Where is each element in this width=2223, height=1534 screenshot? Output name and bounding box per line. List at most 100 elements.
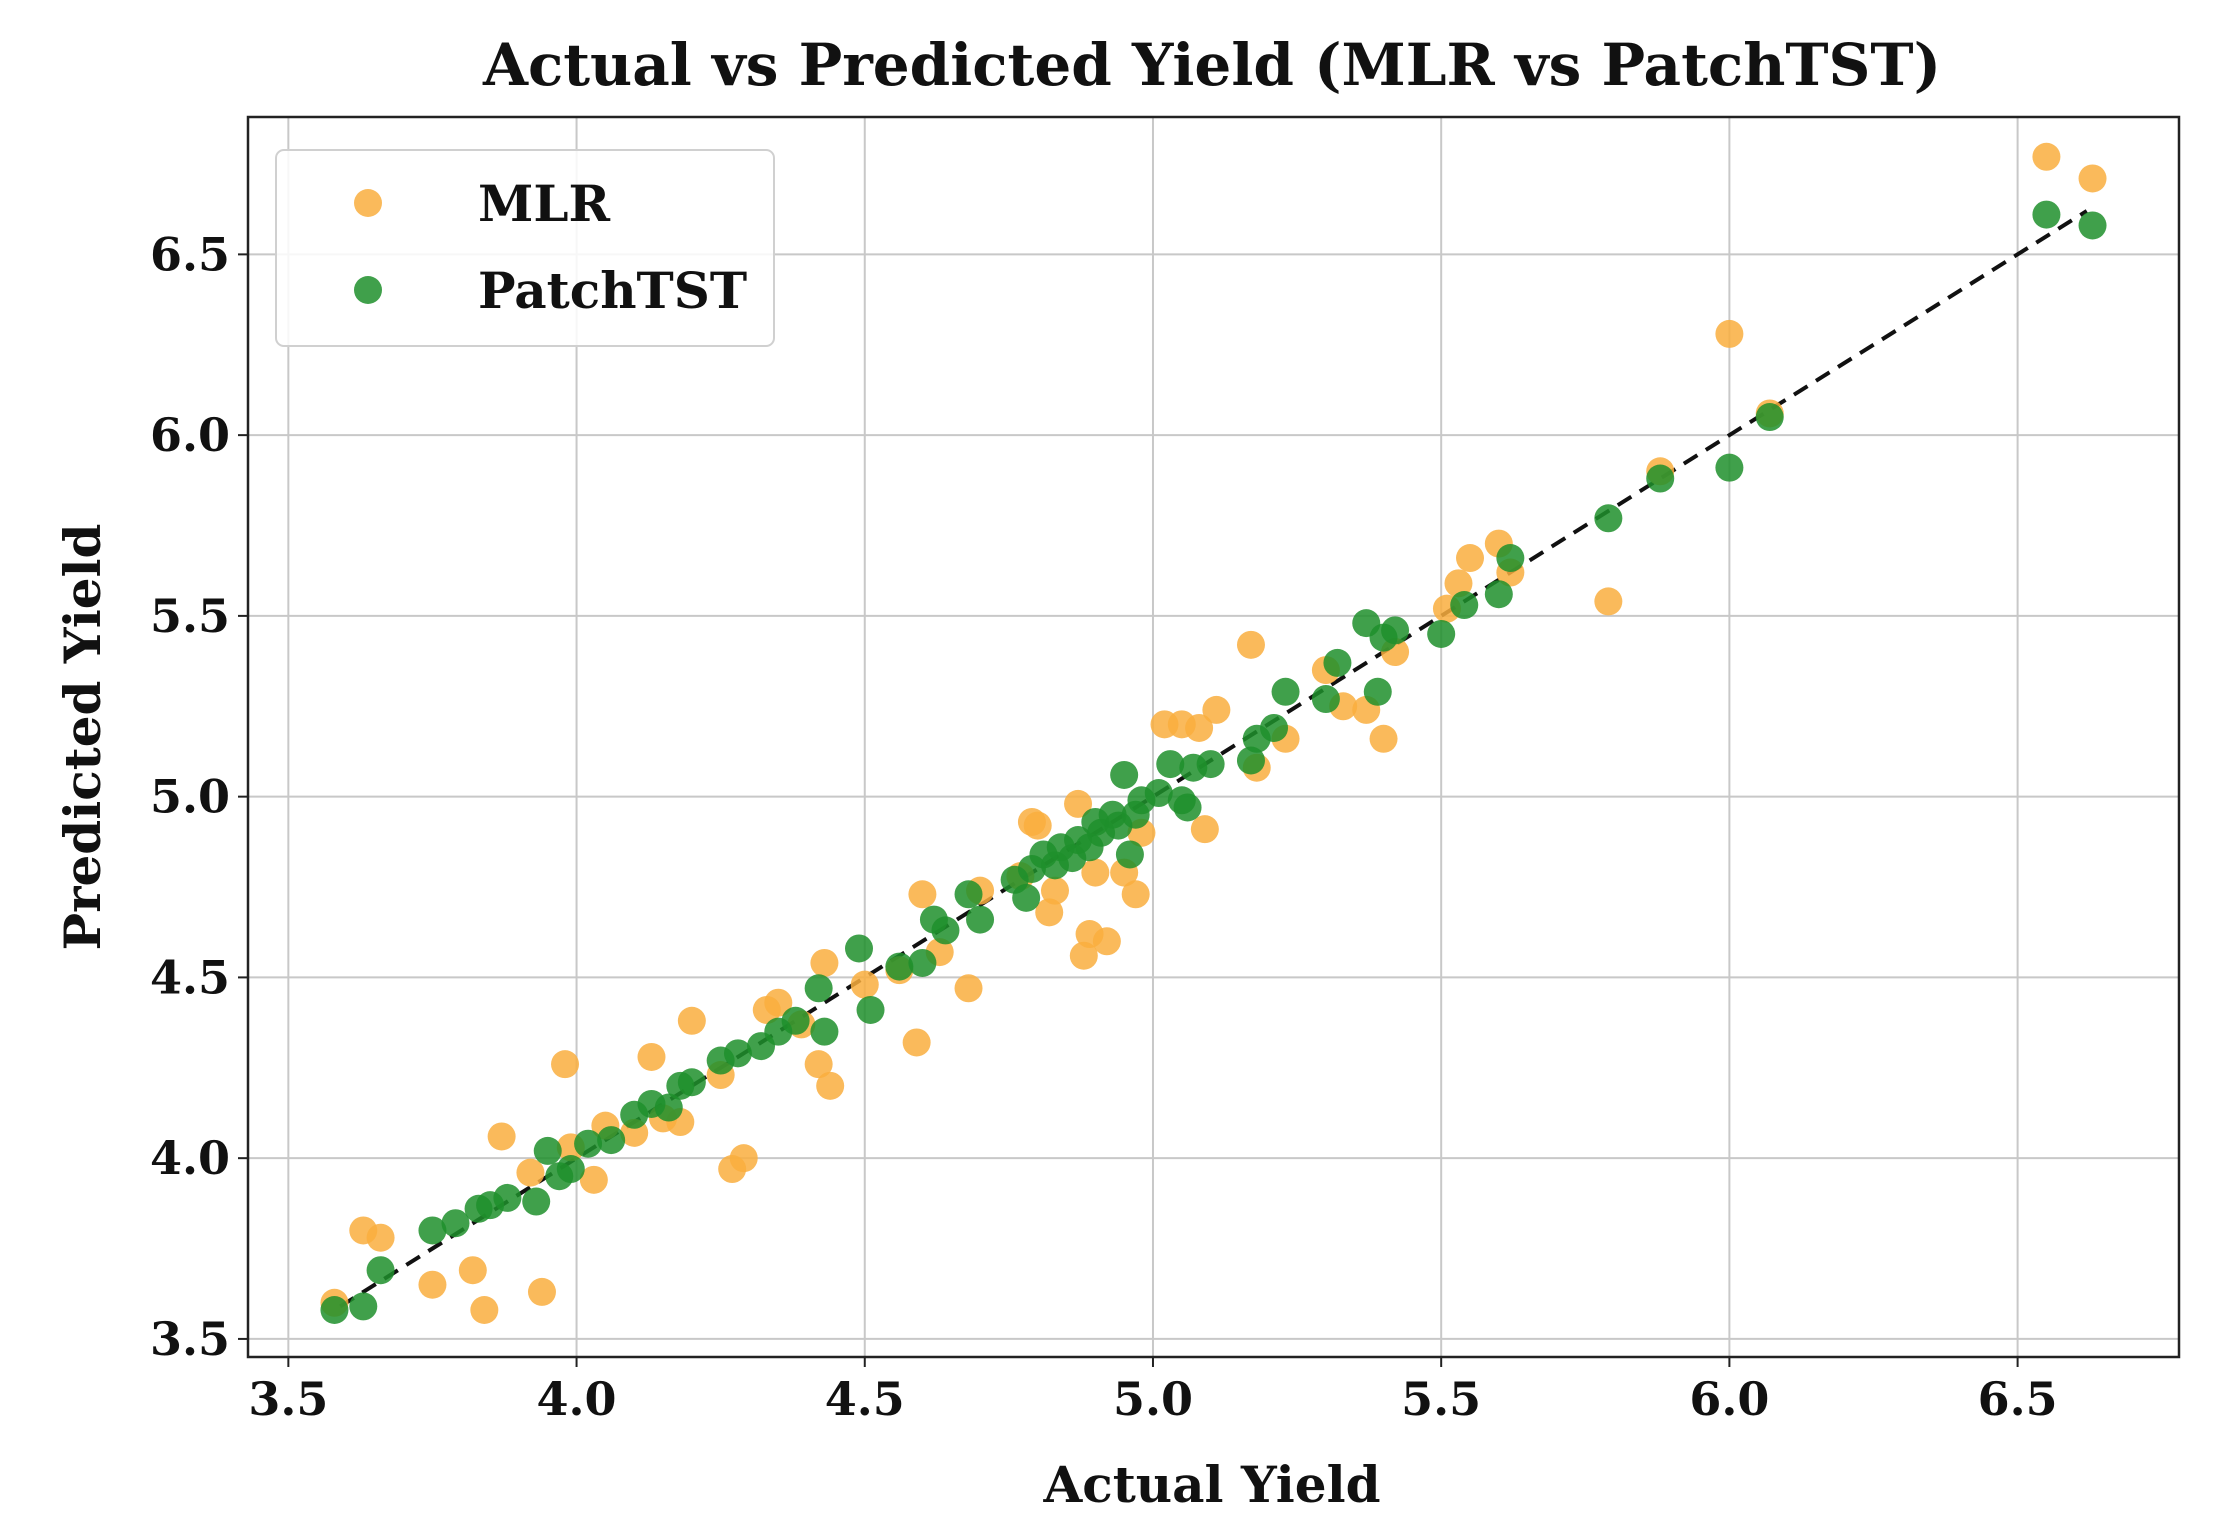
x-tick-label: 4.5 — [825, 1372, 905, 1426]
y-tick-label: 6.0 — [150, 408, 230, 462]
data-point-mlr — [418, 1270, 447, 1299]
data-point-patchtst — [810, 1017, 839, 1046]
data-point-patchtst — [597, 1126, 626, 1155]
data-point-patchtst — [804, 974, 833, 1003]
data-point-patchtst — [1260, 713, 1289, 742]
data-point-patchtst — [522, 1187, 551, 1216]
data-point-mlr — [366, 1223, 395, 1252]
data-point-mlr — [516, 1158, 545, 1187]
data-point-mlr — [1064, 789, 1093, 818]
data-point-mlr — [1081, 858, 1110, 887]
data-point-patchtst — [418, 1216, 447, 1245]
data-point-mlr — [764, 988, 793, 1017]
data-point-mlr — [551, 1050, 580, 1079]
data-point-mlr — [487, 1122, 516, 1151]
data-point-patchtst — [2078, 211, 2107, 240]
data-point-mlr — [1369, 724, 1398, 753]
data-point-mlr — [810, 948, 839, 977]
data-point-patchtst — [1196, 750, 1225, 779]
data-point-mlr — [1190, 815, 1219, 844]
data-point-patchtst — [1311, 685, 1340, 714]
series-patchtst — [320, 200, 2107, 1325]
data-point-mlr — [637, 1042, 666, 1071]
data-point-patchtst — [1381, 616, 1410, 645]
data-point-patchtst — [1144, 779, 1173, 808]
legend: MLR PatchTST — [275, 149, 775, 347]
plot-frame — [246, 115, 2181, 1359]
data-point-patchtst — [1496, 544, 1525, 573]
data-point-patchtst — [1715, 453, 1744, 482]
data-point-mlr — [2032, 142, 2061, 171]
x-tick-label: 3.5 — [248, 1372, 328, 1426]
data-point-mlr — [850, 970, 879, 999]
legend-label-mlr: MLR — [478, 174, 611, 233]
x-axis-label: Actual Yield — [1042, 1455, 1380, 1514]
y-tick-label: 4.0 — [150, 1131, 230, 1185]
data-point-patchtst — [1755, 403, 1784, 432]
y-tick-label: 3.5 — [150, 1312, 230, 1366]
chart-title: Actual vs Predicted Yield (MLR vs PatchT… — [482, 31, 1941, 99]
x-tick-label: 5.0 — [1113, 1372, 1193, 1426]
data-point-patchtst — [533, 1136, 562, 1165]
data-point-patchtst — [320, 1296, 349, 1325]
data-point-patchtst — [781, 1006, 810, 1035]
data-point-patchtst — [441, 1209, 470, 1238]
data-point-mlr — [1202, 695, 1231, 724]
data-point-patchtst — [954, 880, 983, 909]
y-tick-label: 6.5 — [150, 227, 230, 281]
data-point-patchtst — [723, 1039, 752, 1068]
legend-marker-mlr — [354, 189, 382, 217]
data-point-patchtst — [556, 1155, 585, 1184]
data-point-patchtst — [931, 916, 960, 945]
data-point-mlr — [1456, 544, 1485, 573]
x-tick-label: 6.5 — [1978, 1372, 2058, 1426]
data-point-patchtst — [845, 934, 874, 963]
data-point-patchtst — [1427, 619, 1456, 648]
data-point-mlr — [1035, 898, 1064, 927]
data-point-mlr — [677, 1006, 706, 1035]
data-point-mlr — [1594, 587, 1623, 616]
data-point-mlr — [1715, 319, 1744, 348]
data-point-mlr — [1092, 927, 1121, 956]
data-point-patchtst — [349, 1292, 378, 1321]
data-point-patchtst — [1271, 677, 1300, 706]
data-point-patchtst — [1363, 677, 1392, 706]
data-point-mlr — [470, 1296, 499, 1325]
x-tick-label: 4.0 — [537, 1372, 617, 1426]
data-point-patchtst — [1646, 464, 1675, 493]
data-point-patchtst — [1156, 750, 1185, 779]
legend-box — [275, 149, 775, 347]
data-point-patchtst — [966, 905, 995, 934]
data-point-mlr — [1069, 941, 1098, 970]
data-point-patchtst — [1450, 591, 1479, 620]
y-tick-label: 5.0 — [150, 770, 230, 824]
data-point-patchtst — [2032, 200, 2061, 229]
data-point-mlr — [1121, 880, 1150, 909]
y-tick-label: 5.5 — [150, 589, 230, 643]
data-point-patchtst — [1173, 793, 1202, 822]
data-point-mlr — [579, 1165, 608, 1194]
data-point-mlr — [2078, 164, 2107, 193]
legend-marker-patchtst — [354, 276, 382, 304]
data-point-mlr — [902, 1028, 931, 1057]
legend-label-patchtst: PatchTST — [478, 261, 747, 320]
data-point-patchtst — [1236, 746, 1265, 775]
data-point-patchtst — [908, 948, 937, 977]
data-point-mlr — [1040, 876, 1069, 905]
data-point-patchtst — [885, 952, 914, 981]
data-point-patchtst — [654, 1093, 683, 1122]
x-axis-ticks: 3.5 4.0 4.5 5.0 5.5 6.0 6.5 — [248, 1357, 2058, 1426]
data-point-patchtst — [1594, 504, 1623, 533]
data-point-patchtst — [493, 1183, 522, 1212]
data-point-patchtst — [1115, 840, 1144, 869]
x-tick-label: 6.0 — [1689, 1372, 1769, 1426]
data-point-mlr — [816, 1071, 845, 1100]
data-point-mlr — [908, 880, 937, 909]
data-point-patchtst — [677, 1068, 706, 1097]
y-axis-ticks: 3.5 4.0 4.5 5.0 5.5 6.0 6.5 — [150, 227, 248, 1366]
data-point-patchtst — [1012, 883, 1041, 912]
data-point-mlr — [1444, 569, 1473, 598]
data-point-patchtst — [856, 995, 885, 1024]
data-point-mlr — [729, 1144, 758, 1173]
y-tick-label: 4.5 — [150, 950, 230, 1004]
